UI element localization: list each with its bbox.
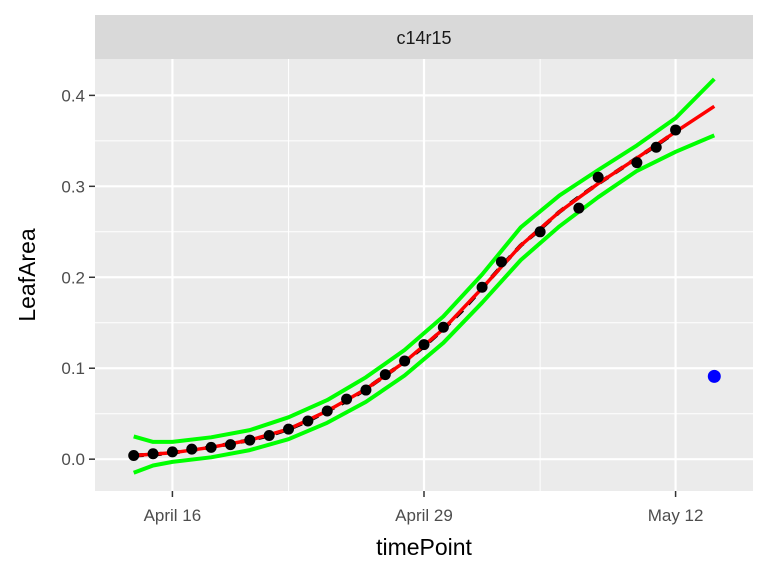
observed-points xyxy=(128,124,682,462)
observed-point xyxy=(302,415,314,427)
observed-point xyxy=(147,448,159,460)
facet-strip-label: c14r15 xyxy=(396,28,451,48)
observed-point xyxy=(631,157,643,169)
x-axis-title: timePoint xyxy=(376,534,472,560)
observed-point xyxy=(205,441,217,453)
x-axis: April 16 April 29 May 12 xyxy=(144,491,704,525)
outlier-point xyxy=(707,369,721,383)
observed-point xyxy=(592,171,604,183)
observed-point xyxy=(128,450,140,462)
x-tick-label: April 29 xyxy=(395,506,453,525)
y-axis: 0.0 0.1 0.2 0.3 0.4 xyxy=(61,86,95,469)
observed-point xyxy=(263,430,275,442)
observed-point xyxy=(573,202,585,214)
confidence-band xyxy=(132,77,716,475)
observed-point xyxy=(341,393,353,405)
upper-band-line xyxy=(133,77,716,444)
observed-point xyxy=(495,256,507,268)
observed-point xyxy=(399,355,411,367)
observed-point xyxy=(650,141,662,153)
y-tick-label: 0.2 xyxy=(61,268,85,287)
observed-point xyxy=(244,434,256,446)
x-tick-label: April 16 xyxy=(144,506,202,525)
y-tick-label: 0.0 xyxy=(61,450,85,469)
observed-point xyxy=(224,439,236,451)
observed-point xyxy=(360,384,372,396)
facet-strip xyxy=(95,15,753,59)
observed-point xyxy=(166,446,178,458)
observed-point xyxy=(418,339,430,351)
y-axis-title: LeafArea xyxy=(14,228,40,322)
y-tick-label: 0.1 xyxy=(61,359,85,378)
observed-point xyxy=(437,321,449,333)
y-tick-label: 0.3 xyxy=(61,177,85,196)
observed-point xyxy=(534,226,546,238)
observed-point xyxy=(670,124,682,136)
lower-band-line xyxy=(132,133,716,475)
observed-point xyxy=(321,405,333,417)
observed-point xyxy=(283,423,295,435)
observed-point xyxy=(476,281,488,293)
x-tick-label: May 12 xyxy=(648,506,704,525)
observed-point xyxy=(186,443,198,455)
major-gridlines xyxy=(95,59,753,491)
outlier-points xyxy=(707,369,721,383)
y-tick-label: 0.4 xyxy=(61,86,85,105)
observed-point xyxy=(379,369,391,381)
